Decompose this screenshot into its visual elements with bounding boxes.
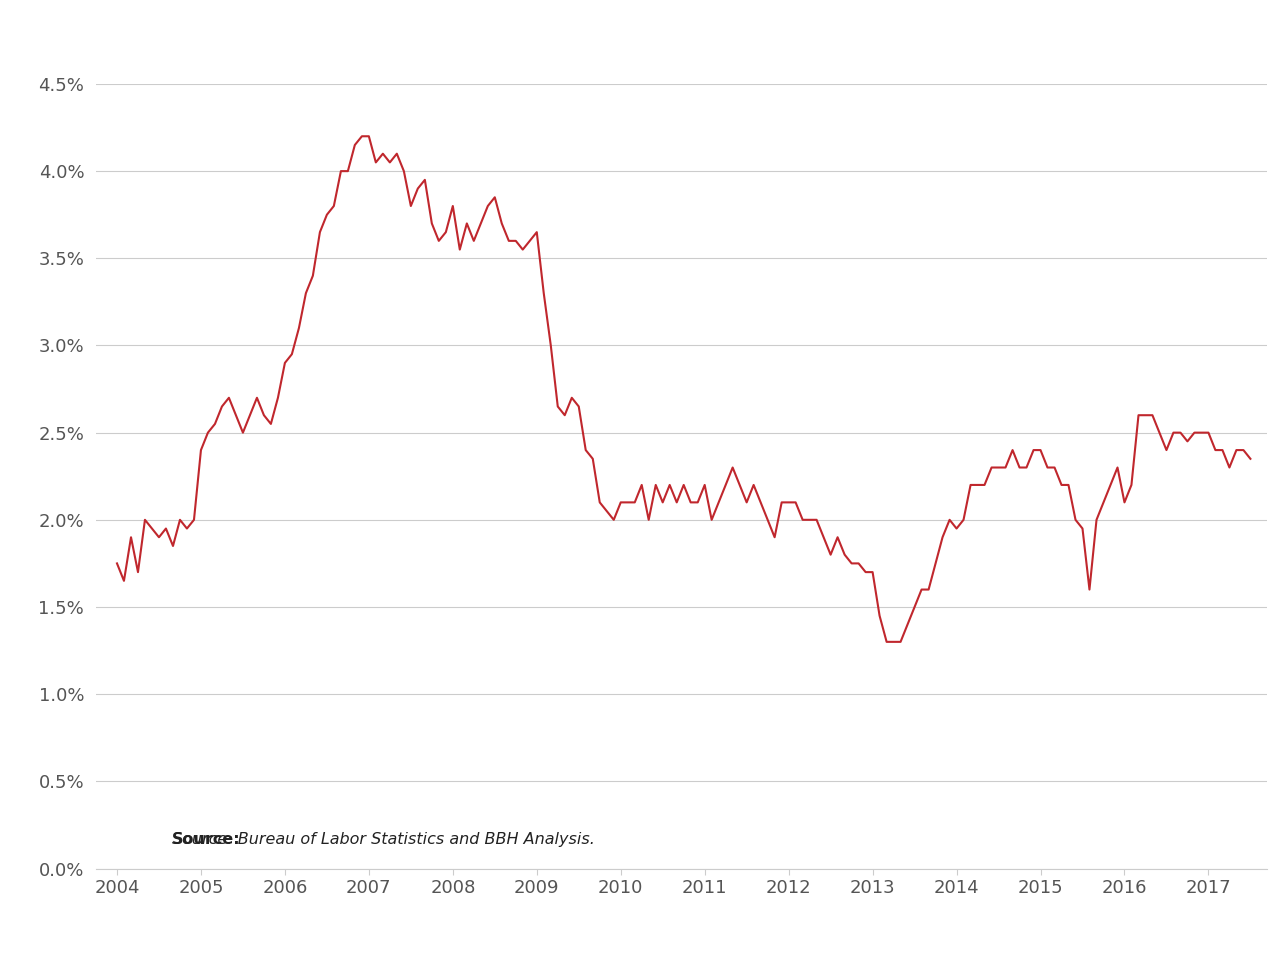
Text: Year-over-Year Change in Average Hourly Earnings: Year-over-Year Change in Average Hourly … bbox=[20, 23, 969, 56]
Text: Source: Bureau of Labor Statistics and BBH Analysis.: Source: Bureau of Labor Statistics and B… bbox=[172, 832, 595, 846]
Text: Source: Bureau of Labor Statistics and BBH Analysis.: Source: Bureau of Labor Statistics and B… bbox=[172, 832, 595, 846]
Text: Source:: Source: bbox=[172, 832, 241, 846]
